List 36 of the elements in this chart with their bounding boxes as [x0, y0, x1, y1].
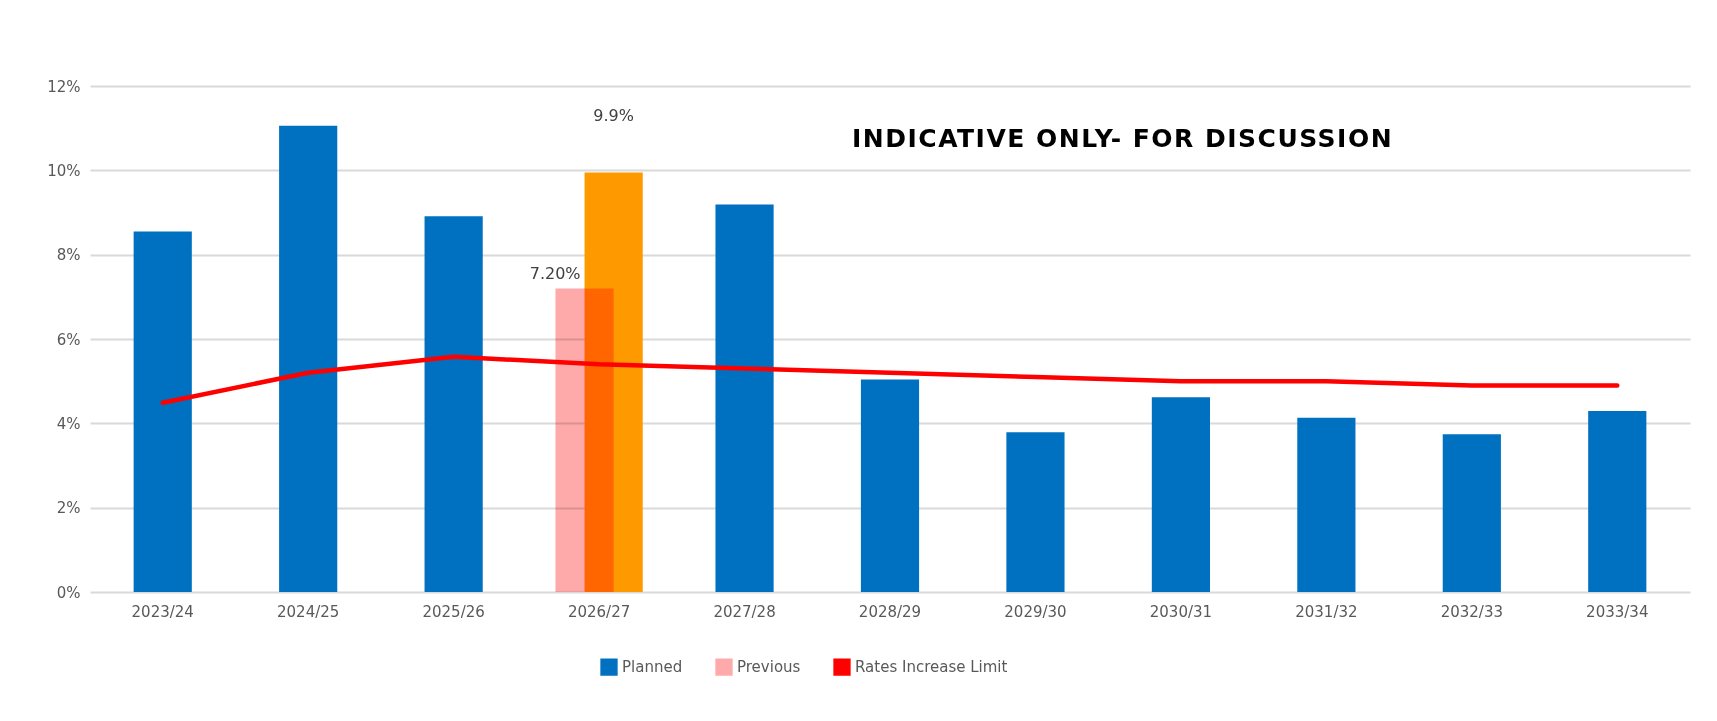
bar: [279, 125, 338, 592]
y-tick-label: 12%: [47, 77, 81, 96]
y-tick-label: 6%: [56, 330, 81, 349]
x-tick-label: 2029/30: [1004, 602, 1067, 621]
legend-label: Previous: [737, 658, 801, 677]
bar: [555, 288, 614, 592]
y-tick-label: 0%: [56, 583, 81, 602]
x-tick-label: 2033/34: [1586, 602, 1649, 621]
bar: [424, 216, 483, 592]
bar: [1151, 397, 1210, 592]
x-tick-label: 2026/27: [567, 602, 631, 621]
legend-label: Rates Increase Limit: [855, 658, 1008, 677]
x-tick-label: 2031/32: [1295, 602, 1358, 621]
x-tick-label: 2032/33: [1440, 602, 1503, 621]
x-tick-label: 2030/31: [1149, 602, 1213, 621]
bar: [1006, 432, 1065, 592]
bar: [860, 379, 920, 592]
x-tick-label: 2023/24: [131, 602, 194, 621]
y-tick-label: 10%: [47, 161, 81, 180]
bar: [1442, 434, 1501, 592]
x-tick-label: 2028/29: [858, 602, 922, 621]
legend-label: Planned: [622, 658, 683, 677]
annotation: INDICATIVE ONLY- FOR DISCUSSION: [852, 124, 1394, 153]
x-tick-label: 2025/26: [422, 602, 485, 621]
data-label: 7.20%: [529, 264, 581, 284]
bar: [133, 231, 192, 592]
y-tick-label: 2%: [56, 499, 81, 518]
x-tick-label: 2027/28: [713, 602, 776, 621]
bar: [1297, 417, 1356, 592]
bar: [1588, 411, 1647, 592]
data-label: 9.9%: [593, 106, 634, 126]
bar: [715, 204, 774, 592]
line-series: [160, 354, 1620, 405]
y-tick-label: 4%: [56, 414, 81, 433]
y-tick-label: 8%: [56, 246, 81, 265]
x-tick-label: 2024/25: [277, 602, 340, 621]
